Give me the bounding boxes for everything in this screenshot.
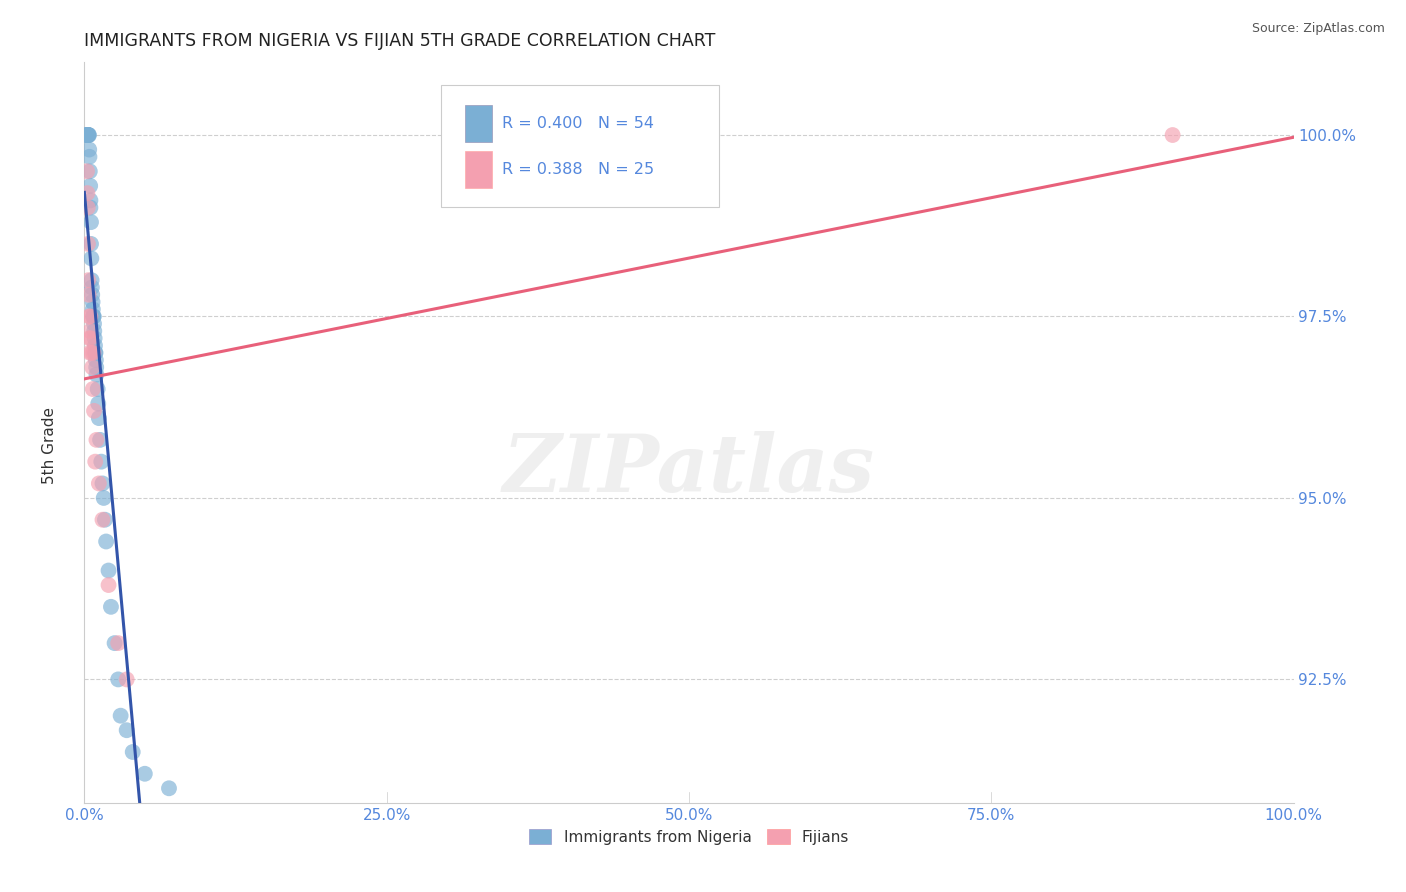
Point	[79, 345, 101, 359]
Point	[76, 164, 98, 178]
Text: 5th Grade: 5th Grade	[42, 408, 56, 484]
Point	[83, 404, 105, 418]
FancyBboxPatch shape	[465, 104, 492, 142]
Point	[84, 338, 107, 352]
Point	[79, 194, 101, 208]
Point	[76, 186, 98, 200]
Point	[79, 310, 101, 324]
Point	[84, 455, 107, 469]
Point	[76, 128, 98, 142]
Point	[93, 491, 115, 505]
Point	[86, 382, 108, 396]
Point	[80, 345, 103, 359]
Point	[90, 455, 112, 469]
Point	[97, 564, 120, 578]
Point	[86, 368, 108, 382]
Point	[77, 128, 100, 142]
Point	[1161, 128, 1184, 142]
Point	[87, 476, 110, 491]
Point	[77, 331, 100, 345]
Point	[157, 781, 180, 796]
Point	[110, 708, 132, 723]
Point	[87, 411, 110, 425]
Point	[89, 433, 111, 447]
Point	[77, 128, 100, 142]
Point	[76, 201, 98, 215]
Point	[76, 128, 98, 142]
Point	[87, 396, 110, 410]
Point	[82, 310, 104, 324]
Point	[77, 310, 100, 324]
Point	[80, 273, 103, 287]
Point	[77, 128, 100, 142]
Point	[86, 433, 108, 447]
FancyBboxPatch shape	[465, 152, 492, 188]
Point	[77, 128, 100, 142]
Point	[76, 128, 98, 142]
Point	[134, 766, 156, 780]
Point	[115, 673, 138, 687]
Point	[77, 143, 100, 157]
Point	[100, 599, 122, 614]
Point	[97, 578, 120, 592]
Point	[91, 476, 114, 491]
Point	[84, 353, 107, 368]
Point	[83, 317, 105, 331]
Point	[84, 360, 107, 375]
FancyBboxPatch shape	[441, 85, 720, 207]
Point	[82, 295, 104, 310]
Point	[82, 345, 104, 359]
Point	[76, 128, 98, 142]
Text: Source: ZipAtlas.com: Source: ZipAtlas.com	[1251, 22, 1385, 36]
Point	[80, 280, 103, 294]
Point	[80, 215, 103, 229]
Point	[77, 273, 100, 287]
Point	[79, 178, 101, 193]
Point	[79, 201, 101, 215]
Point	[83, 331, 105, 345]
Text: R = 0.400   N = 54: R = 0.400 N = 54	[502, 116, 654, 130]
Point	[107, 673, 129, 687]
Text: IMMIGRANTS FROM NIGERIA VS FIJIAN 5TH GRADE CORRELATION CHART: IMMIGRANTS FROM NIGERIA VS FIJIAN 5TH GR…	[84, 32, 716, 50]
Point	[80, 252, 103, 266]
Point	[91, 513, 114, 527]
Point	[82, 302, 104, 317]
Point	[79, 164, 101, 178]
Point	[121, 745, 143, 759]
Legend: Immigrants from Nigeria, Fijians: Immigrants from Nigeria, Fijians	[523, 822, 855, 851]
Point	[84, 345, 107, 359]
Point	[82, 360, 104, 375]
Point	[79, 324, 101, 338]
Point	[77, 236, 100, 251]
Point	[115, 723, 138, 738]
Point	[84, 345, 107, 359]
Point	[82, 382, 104, 396]
Point	[82, 287, 104, 301]
Point	[83, 310, 105, 324]
Point	[94, 534, 117, 549]
Point	[80, 236, 103, 251]
Point	[107, 636, 129, 650]
Point	[79, 150, 101, 164]
Point	[104, 636, 127, 650]
Point	[77, 128, 100, 142]
Point	[77, 287, 100, 301]
Point	[94, 513, 117, 527]
Point	[80, 331, 103, 345]
Text: ZIPatlas: ZIPatlas	[503, 431, 875, 508]
Point	[76, 128, 98, 142]
Point	[82, 310, 104, 324]
Point	[83, 324, 105, 338]
Text: R = 0.388   N = 25: R = 0.388 N = 25	[502, 162, 654, 178]
